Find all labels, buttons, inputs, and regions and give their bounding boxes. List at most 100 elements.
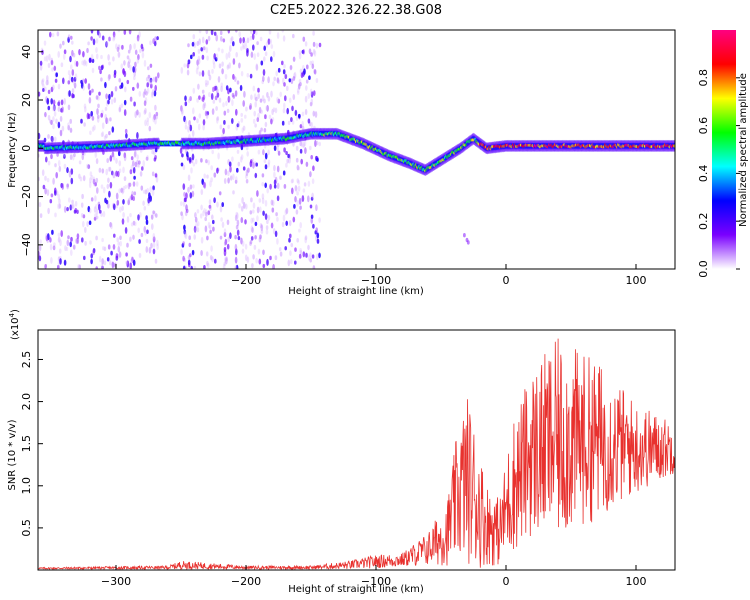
noise-point (298, 113, 301, 119)
noise-point (309, 102, 313, 107)
noise-point (240, 70, 244, 77)
noise-point (94, 213, 97, 218)
noise-point (146, 187, 149, 194)
x-tick-label: 100 (626, 274, 647, 287)
noise-point (235, 108, 238, 116)
noise-point (123, 70, 127, 78)
noise-point (244, 219, 247, 225)
noise-point (89, 240, 92, 245)
noise-point (207, 221, 211, 229)
noise-point (292, 76, 296, 81)
noise-point (311, 178, 315, 185)
noise-point (117, 245, 121, 253)
noise-point (67, 122, 70, 128)
noise-point (55, 72, 58, 78)
noise-point (79, 176, 83, 182)
noise-point (143, 59, 147, 67)
noise-point (316, 238, 320, 244)
noise-point (106, 183, 110, 190)
noise-point (307, 180, 311, 187)
noise-point (309, 60, 313, 66)
noise-point (200, 204, 203, 211)
noise-point (73, 244, 76, 251)
noise-point (55, 171, 58, 179)
noise-point (78, 173, 81, 179)
noise-point (303, 139, 307, 147)
noise-point (114, 85, 118, 92)
noise-point (142, 200, 145, 206)
noise-point (279, 251, 283, 257)
noise-point (188, 235, 191, 241)
noise-point (279, 175, 282, 180)
noise-point (236, 219, 240, 227)
noise-point (67, 70, 71, 76)
noise-point (118, 160, 122, 167)
noise-point (180, 211, 183, 216)
noise-point (78, 48, 81, 56)
noise-point (105, 168, 108, 176)
noise-point (128, 58, 131, 64)
noise-point (222, 127, 225, 135)
noise-point (137, 227, 140, 234)
noise-point (210, 30, 214, 36)
noise-point (286, 158, 290, 164)
spectrogram-y-label: Frequency (Hz) (7, 112, 18, 188)
noise-point (217, 76, 221, 83)
noise-point (104, 197, 107, 204)
noise-point (126, 79, 130, 85)
noise-point (234, 179, 238, 184)
noise-point (136, 58, 140, 64)
colorbar-tick-label: 0.8 (697, 69, 710, 87)
noise-point (54, 212, 57, 218)
noise-point (129, 169, 133, 175)
noise-point (66, 206, 69, 212)
noise-point (82, 175, 86, 182)
noise-point (257, 248, 261, 255)
noise-point (262, 68, 266, 76)
noise-point (309, 252, 312, 259)
noise-point (215, 53, 219, 60)
noise-point (143, 205, 147, 211)
noise-point (132, 181, 136, 187)
noise-point (192, 107, 195, 115)
noise-point (49, 31, 52, 38)
noise-point (296, 178, 300, 184)
y-tick-label: 20 (20, 93, 33, 107)
noise-point (225, 52, 229, 60)
noise-point (256, 206, 260, 214)
noise-point (151, 171, 155, 177)
noise-point (213, 197, 216, 204)
noise-point (314, 140, 317, 147)
noise-point (180, 162, 184, 167)
noise-point (216, 117, 219, 124)
noise-point (197, 55, 201, 62)
noise-point (187, 186, 190, 193)
noise-point (236, 212, 239, 220)
noise-point (112, 243, 116, 250)
noise-point (197, 123, 201, 131)
noise-point (275, 212, 278, 217)
noise-point (254, 123, 257, 128)
noise-point (45, 235, 49, 242)
noise-point (145, 219, 149, 226)
noise-point (100, 54, 103, 60)
noise-point (216, 92, 220, 98)
noise-point (193, 225, 197, 233)
noise-point (300, 141, 304, 147)
noise-point (282, 108, 286, 114)
noise-point (236, 80, 240, 85)
noise-point (90, 258, 93, 265)
noise-point (206, 262, 210, 268)
noise-point (221, 221, 225, 228)
noise-point (180, 201, 183, 206)
noise-point (82, 220, 85, 228)
noise-point (51, 32, 55, 38)
noise-point (288, 156, 291, 164)
noise-point (200, 158, 203, 163)
noise-point (38, 202, 42, 208)
noise-point (308, 48, 312, 55)
noise-point (80, 118, 83, 124)
noise-point (181, 153, 184, 158)
noise-point (193, 234, 196, 240)
noise-point (227, 177, 230, 184)
